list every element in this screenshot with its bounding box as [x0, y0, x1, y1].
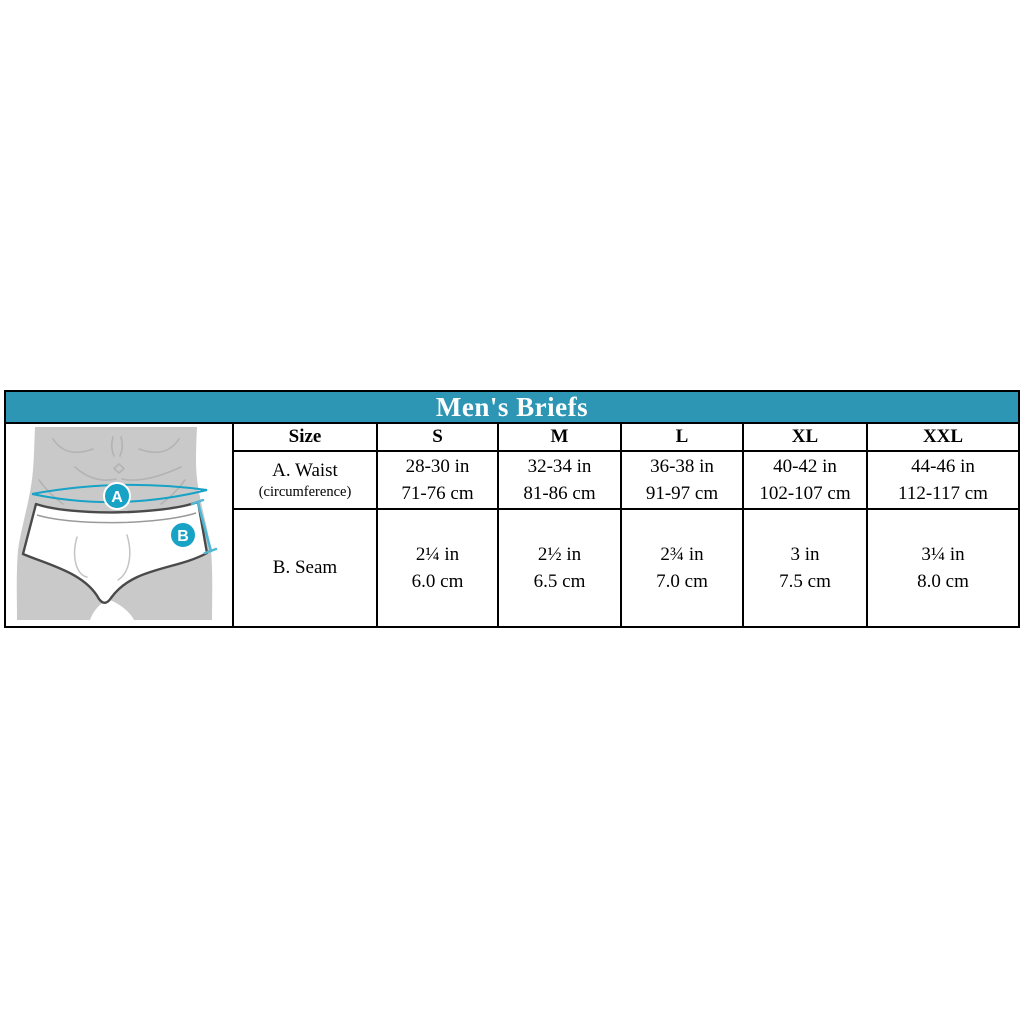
pouch-lines [73, 534, 131, 581]
cell-seam-l: 2¾ in 7.0 cm [620, 510, 742, 626]
size-table: Size S M L XL XXL A. Waist (circumferenc… [234, 424, 1018, 626]
cell-waist-m: 32-34 in 81-86 cm [497, 452, 620, 510]
chart-body: A B Size S M L XL XXL A. Waist [6, 424, 1018, 626]
size-chart: Men's Briefs [4, 390, 1020, 628]
cell-seam-xxl: 3¼ in 8.0 cm [866, 510, 1018, 626]
row-label-seam: B. Seam [234, 510, 376, 626]
badge-b-label: B [177, 528, 189, 545]
waist-label: A. Waist [272, 460, 338, 481]
badge-a-label: A [111, 489, 123, 506]
cell-seam-m: 2½ in 6.5 cm [497, 510, 620, 626]
size-diagram-cell: A B [6, 424, 234, 626]
badge-b: B [169, 521, 197, 549]
cell-waist-xxl: 44-46 in 112-117 cm [866, 452, 1018, 510]
muscle-lines [38, 436, 186, 505]
col-header-s: S [376, 424, 497, 452]
seam-label: B. Seam [272, 557, 338, 578]
badge-a: A [103, 482, 131, 510]
briefs-measurement-diagram: A B [16, 427, 218, 620]
col-header-size: Size [234, 424, 376, 452]
cell-seam-xl: 3 in 7.5 cm [742, 510, 866, 626]
navel-mark [113, 463, 125, 474]
cell-waist-xl: 40-42 in 102-107 cm [742, 452, 866, 510]
chart-title-bar: Men's Briefs [6, 392, 1018, 424]
cell-seam-s: 2¼ in 6.0 cm [376, 510, 497, 626]
cell-waist-s: 28-30 in 71-76 cm [376, 452, 497, 510]
chart-title: Men's Briefs [435, 391, 589, 422]
briefs-shape [21, 500, 209, 604]
col-header-xxl: XXL [866, 424, 1018, 452]
seam-measure-line [190, 498, 218, 555]
waistband-line [36, 512, 197, 524]
col-header-xl: XL [742, 424, 866, 452]
col-header-m: M [497, 424, 620, 452]
row-label-waist: A. Waist (circumference) [234, 452, 376, 510]
cell-waist-l: 36-38 in 91-97 cm [620, 452, 742, 510]
waist-measure-line [31, 483, 208, 504]
col-header-l: L [620, 424, 742, 452]
waist-sublabel: (circumference) [258, 484, 352, 500]
